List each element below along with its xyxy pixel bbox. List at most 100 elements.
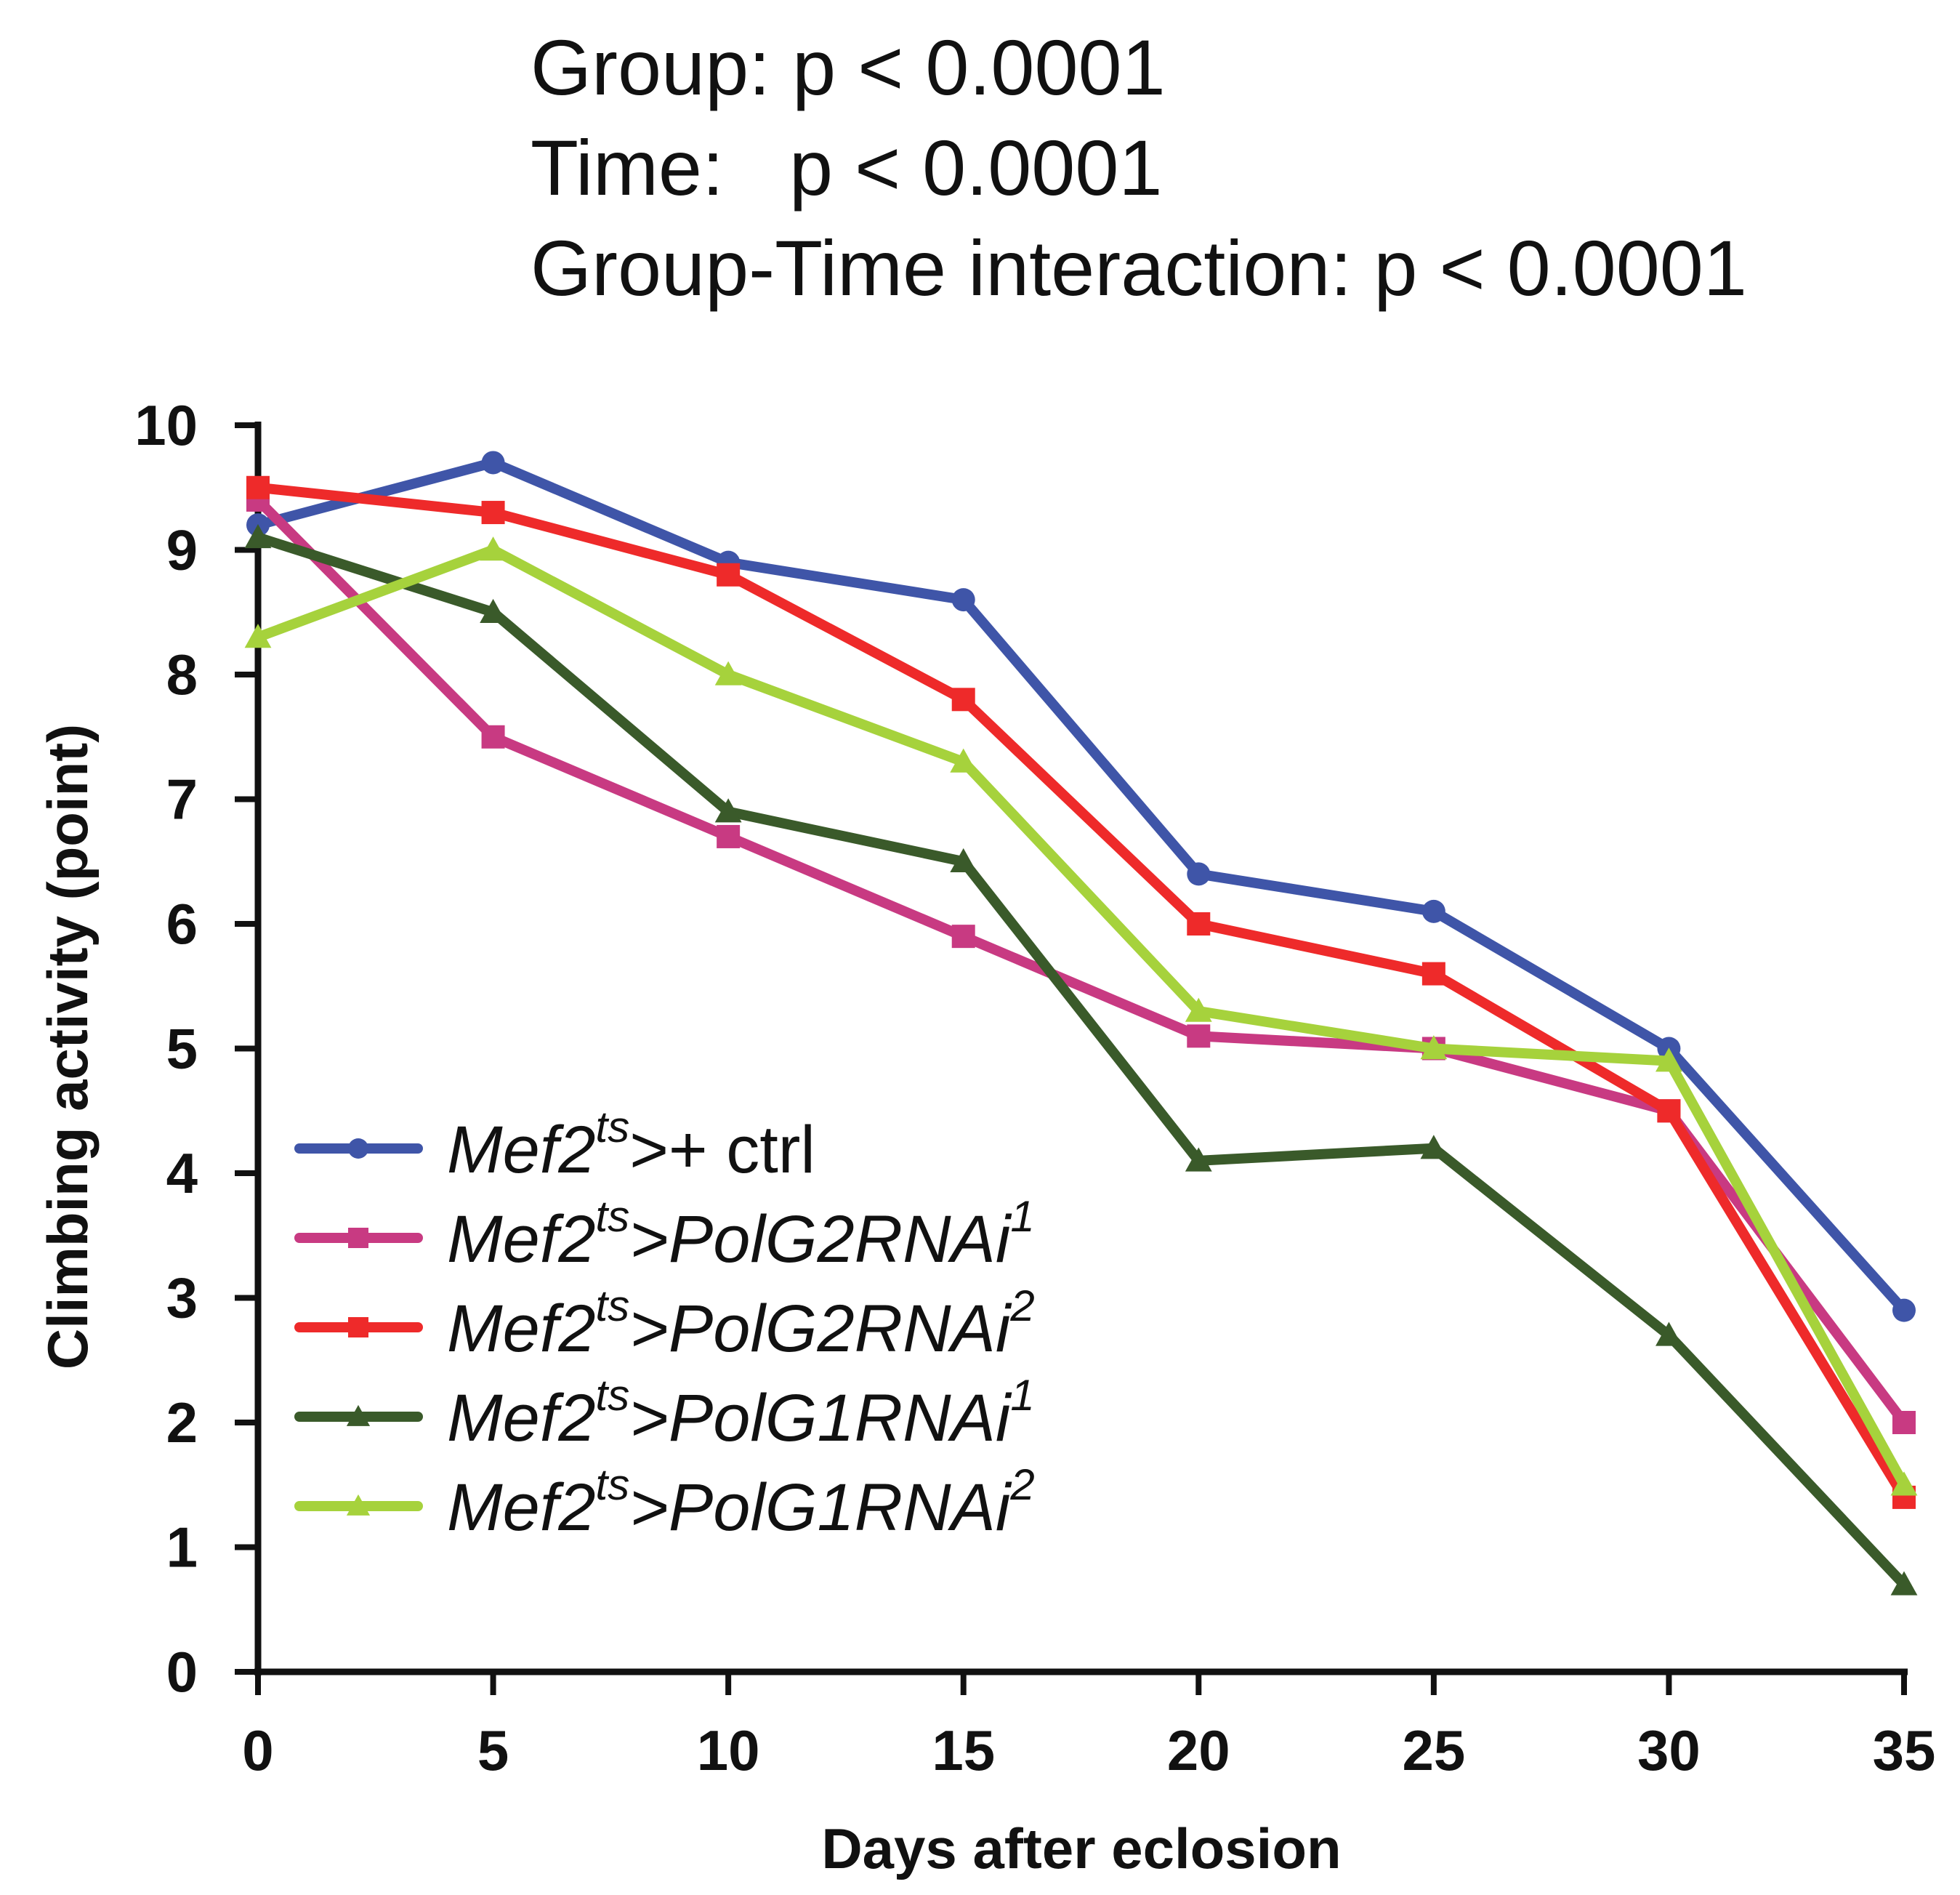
series-layer: [244, 451, 1918, 1596]
y-tick-label: 7: [166, 768, 198, 832]
data-point: [950, 848, 977, 872]
x-tick-label: 10: [697, 1718, 760, 1782]
x-axis-title: Days after eclosion: [821, 1816, 1341, 1880]
data-point: [481, 451, 505, 475]
x-tick-label: 5: [477, 1718, 509, 1782]
legend-label-rest: >PolG2RNAi: [629, 1292, 1012, 1366]
y-tick-label: 3: [166, 1266, 198, 1330]
data-point: [950, 748, 977, 773]
x-ticks: 0 5 10 15 20 25 30 35: [242, 1672, 1935, 1782]
x-tick-label: 25: [1402, 1718, 1465, 1782]
data-point: [346, 1404, 371, 1426]
series-line: [253, 544, 1909, 1490]
y-axis-title: Climbing activity (point): [36, 724, 100, 1369]
legend-label-sup2: 2: [1009, 1282, 1034, 1330]
legend-label: Mef2ts>+ ctrl: [447, 1103, 815, 1187]
y-tick-label: 10: [134, 393, 198, 457]
data-point: [480, 598, 507, 623]
legend-label-sup2: 1: [1010, 1371, 1034, 1420]
legend-label: Mef2ts>PolG1RNAi1: [447, 1371, 1035, 1455]
legend-label-rest: >PolG1RNAi: [629, 1381, 1012, 1455]
series-Mef2ts>PolG1RNAi2: [244, 536, 1918, 1496]
legend-label-main: Mef2: [447, 1202, 596, 1276]
data-point: [346, 1494, 371, 1516]
data-point: [1187, 1024, 1211, 1048]
data-point: [717, 563, 741, 587]
series-Mef2ts>PolG2RNAi1: [246, 488, 1916, 1434]
data-point: [1655, 1047, 1682, 1072]
legend-label-sup: ts: [596, 1371, 630, 1420]
legend-label-rest: >PolG1RNAi: [629, 1470, 1012, 1545]
legend-label-sup: ts: [596, 1282, 630, 1330]
data-point: [481, 725, 505, 749]
annotation-time: Time: p < 0.0001: [531, 124, 1162, 212]
annotation-group: Group: p < 0.0001: [531, 23, 1166, 111]
y-tick-label: 8: [166, 643, 198, 707]
series-line: [253, 457, 1909, 1316]
data-point: [246, 475, 270, 499]
data-point: [717, 824, 741, 848]
x-tick-label: 0: [242, 1718, 273, 1782]
legend-label-main: Mef2: [447, 1113, 596, 1187]
legend-label-main: Mef2: [447, 1470, 596, 1545]
legend-item: Mef2ts>PolG2RNAi2: [294, 1282, 1035, 1366]
data-point: [481, 501, 505, 525]
data-point: [1421, 962, 1445, 986]
legend-item: Mef2ts>+ ctrl: [294, 1103, 815, 1187]
data-point: [1892, 1411, 1916, 1434]
data-point: [1187, 912, 1211, 936]
y-tick-label: 2: [166, 1391, 198, 1455]
legend-label: Mef2ts>PolG2RNAi2: [447, 1282, 1035, 1366]
data-point: [244, 523, 272, 549]
legend-item: Mef2ts>PolG1RNAi2: [294, 1460, 1035, 1545]
y-ticks: 0 1 2 3 4 5 6 7 8 9 10: [134, 393, 258, 1704]
series-line: [253, 494, 1909, 1428]
data-point: [1890, 1471, 1918, 1496]
legend-label-main: Mef2: [447, 1381, 596, 1455]
y-tick-label: 9: [166, 518, 198, 582]
data-point: [1420, 1135, 1448, 1159]
data-point: [348, 1228, 368, 1248]
series-line: [253, 532, 1909, 1590]
data-point: [1421, 899, 1445, 923]
x-tick-label: 20: [1167, 1718, 1230, 1782]
statistics-annotations: Group: p < 0.0001 Time: p < 0.0001 Group…: [531, 23, 1747, 312]
data-point: [951, 688, 975, 712]
data-point: [714, 661, 742, 685]
legend: Mef2ts>+ ctrlMef2ts>PolG2RNAi1Mef2ts>Pol…: [294, 1103, 1035, 1545]
x-tick-label: 30: [1637, 1718, 1701, 1782]
y-tick-label: 4: [166, 1141, 198, 1205]
legend-label-sup2: 2: [1009, 1460, 1034, 1509]
series-Mef2ts>+ ctrl: [246, 451, 1916, 1322]
x-tick-label: 15: [932, 1718, 995, 1782]
legend-label-rest: >PolG2RNAi: [629, 1202, 1012, 1276]
data-point: [1655, 1321, 1682, 1346]
legend-label-sup: ts: [596, 1460, 630, 1509]
y-tick-label: 0: [166, 1640, 198, 1704]
legend-label: Mef2ts>PolG2RNAi1: [447, 1192, 1035, 1276]
data-point: [1420, 1035, 1448, 1060]
data-point: [1892, 1298, 1916, 1322]
legend-label-sup: ts: [596, 1103, 630, 1151]
series-Mef2ts>PolG1RNAi1: [244, 523, 1918, 1596]
data-point: [1187, 862, 1211, 886]
legend-label-rest: >+ ctrl: [629, 1113, 815, 1187]
data-point: [951, 588, 975, 612]
x-tick-label: 35: [1873, 1718, 1936, 1782]
data-point: [348, 1138, 368, 1159]
data-point: [480, 536, 507, 561]
axes: 0 1 2 3 4 5 6 7 8 9 10 0 5 10 15 20 25 30 35: [134, 393, 1935, 1782]
y-tick-label: 5: [166, 1017, 198, 1081]
data-point: [1657, 1099, 1681, 1123]
data-point: [714, 798, 742, 823]
legend-label-sup2: 1: [1010, 1192, 1034, 1241]
legend-label: Mef2ts>PolG1RNAi2: [447, 1460, 1035, 1545]
data-point: [348, 1317, 368, 1337]
legend-label-sup: ts: [596, 1192, 630, 1241]
legend-item: Mef2ts>PolG2RNAi1: [294, 1192, 1035, 1276]
legend-item: Mef2ts>PolG1RNAi1: [294, 1371, 1035, 1455]
series-line: [253, 482, 1909, 1502]
y-tick-label: 1: [166, 1516, 198, 1580]
data-point: [1890, 1571, 1918, 1596]
